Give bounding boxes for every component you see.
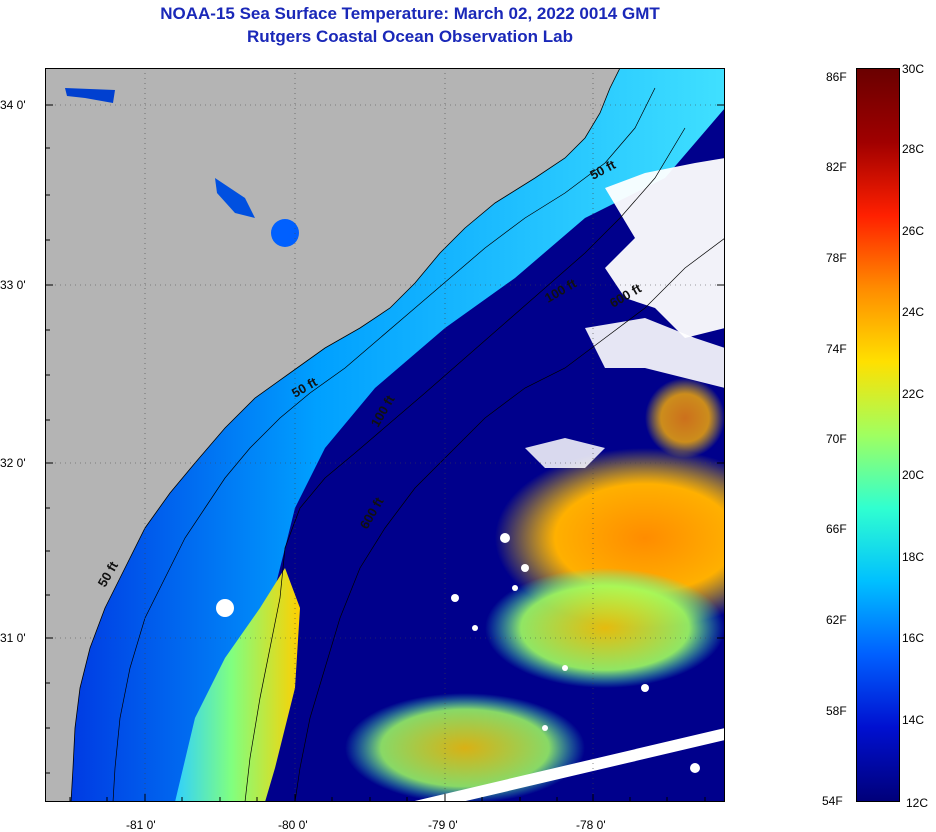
colorbar-f-label: 78F (826, 251, 847, 265)
colorbar-c-label: 18C (902, 550, 925, 564)
colorbar-c-label: 12C (906, 796, 929, 810)
colorbar-f-label: 70F (826, 432, 847, 446)
lat-label: 32 0' (0, 456, 26, 470)
inland-water (215, 178, 255, 218)
depth-contour-50ft (112, 87, 656, 802)
map-border (45, 68, 725, 802)
lat-label: 33 0' (0, 278, 26, 292)
inland-water (65, 88, 115, 103)
depth-contour-600ft (294, 237, 725, 802)
lon-label: -78 0' (576, 818, 606, 832)
colorbar-c-label: 20C (902, 468, 925, 482)
colorbar-c-label: 30C (902, 62, 925, 76)
colorbar-c-label: 22C (902, 387, 925, 401)
map-subtitle: Rutgers Coastal Ocean Observation Lab (247, 27, 573, 46)
colorbar-f-label: 54F (822, 794, 843, 808)
lon-label: -80 0' (278, 818, 308, 832)
coastline (70, 68, 621, 802)
warm-water-patch (345, 693, 585, 802)
axis-ticks (45, 104, 725, 802)
colorbar-f-label: 74F (826, 342, 847, 356)
colorbar-c-label: 24C (902, 305, 925, 319)
colorbar-f-label: 82F (826, 160, 847, 174)
map-title: NOAA-15 Sea Surface Temperature: March 0… (160, 4, 660, 23)
south-shelf-water (175, 568, 300, 802)
grid-lines (45, 68, 725, 802)
colorbar-f-label: 66F (826, 522, 847, 536)
colorbar-c-label: 14C (902, 713, 925, 727)
temperature-colorbar (856, 68, 900, 802)
colorbar-c-label: 26C (902, 224, 925, 238)
colorbar-f-label: 86F (826, 70, 847, 84)
colorbar-f-label: 58F (826, 704, 847, 718)
land-mass (45, 68, 620, 802)
cloud-cover (216, 158, 725, 802)
colorbar-f-label: 62F (826, 613, 847, 627)
depth-contour-100ft (244, 127, 686, 802)
lon-label: -81 0' (126, 818, 156, 832)
sst-map: 50 ft 50 ft 50 ft 100 ft 100 ft 600 ft 6… (45, 68, 725, 802)
inland-water (271, 219, 299, 247)
warm-water-patch (645, 378, 725, 458)
colorbar-c-label: 28C (902, 142, 925, 156)
lat-label: 31 0' (0, 631, 26, 645)
lat-label: 34 0' (0, 98, 26, 112)
lon-label: -79 0' (428, 818, 458, 832)
warm-water-patch (485, 568, 725, 688)
colorbar-c-label: 16C (902, 631, 925, 645)
